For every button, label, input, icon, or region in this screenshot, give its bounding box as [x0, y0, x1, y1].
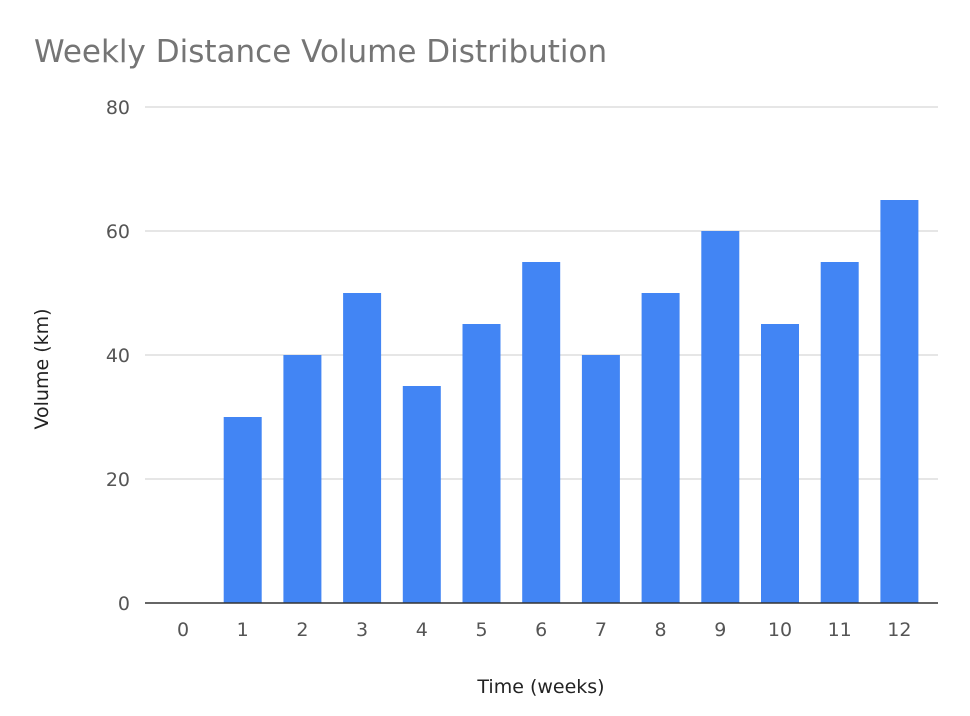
bar-week-7: [581, 355, 620, 603]
x-tick-label: 3: [356, 619, 368, 641]
bar-week-5: [462, 324, 501, 603]
y-tick-label: 60: [106, 221, 130, 243]
x-tick-label: 8: [655, 619, 667, 641]
x-tick-label: 2: [296, 619, 308, 641]
x-tick-label: 11: [828, 619, 852, 641]
bar-series: [223, 200, 919, 603]
bar-week-10: [761, 324, 799, 603]
bar-week-1: [223, 417, 262, 603]
x-tick-label: 4: [416, 619, 428, 641]
x-axis-ticks: 0 1 2 3 4 5 6 7 8 9 10 11 12: [177, 619, 912, 641]
y-tick-label: 80: [106, 97, 130, 119]
y-axis-ticks: 0 20 40 60 80: [106, 97, 130, 615]
y-axis-title: Volume (km): [31, 308, 53, 429]
chart-title: Weekly Distance Volume Distribution: [34, 34, 607, 70]
bar-week-11: [820, 262, 859, 603]
bar-week-4: [402, 386, 441, 603]
x-axis-title: Time (weeks): [476, 676, 604, 698]
x-tick-label: 0: [177, 619, 189, 641]
y-tick-label: 40: [106, 345, 130, 367]
y-tick-label: 0: [118, 593, 130, 615]
bar-week-8: [641, 293, 680, 603]
x-tick-label: 6: [535, 619, 547, 641]
bar-week-2: [283, 355, 322, 603]
bar-week-12: [880, 200, 919, 603]
x-tick-label: 10: [768, 619, 792, 641]
x-tick-label: 12: [887, 619, 911, 641]
bar-week-6: [522, 262, 561, 603]
x-tick-label: 7: [595, 619, 607, 641]
y-tick-label: 20: [106, 469, 130, 491]
x-tick-label: 5: [475, 619, 487, 641]
bar-week-3: [343, 293, 382, 603]
x-tick-label: 1: [237, 619, 249, 641]
x-tick-label: 9: [714, 619, 726, 641]
bar-week-9: [701, 231, 740, 603]
